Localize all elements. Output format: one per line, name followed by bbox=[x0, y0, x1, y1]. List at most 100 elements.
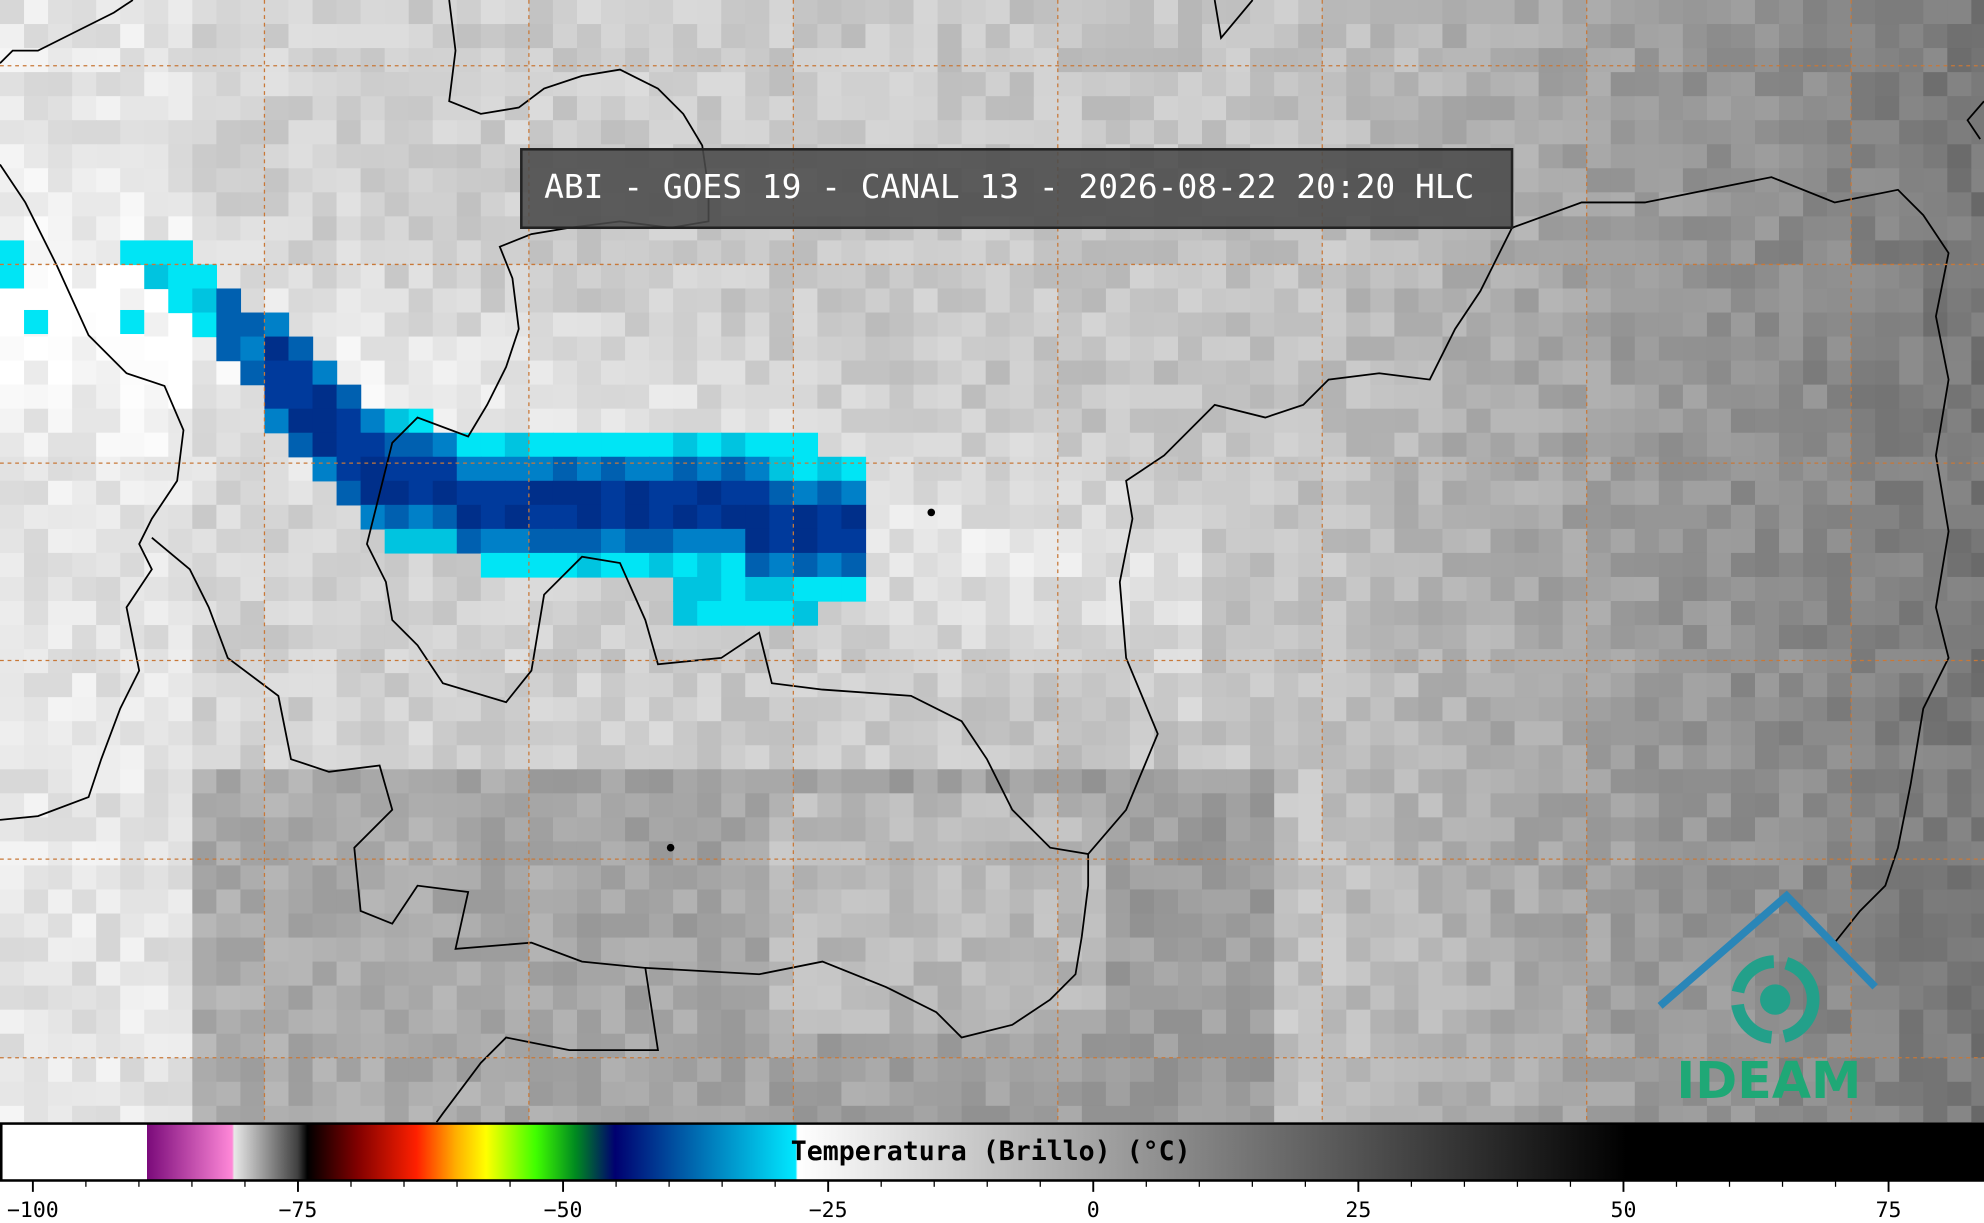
pixel bbox=[1538, 745, 1564, 770]
pixel bbox=[1129, 480, 1155, 506]
pixel bbox=[913, 480, 939, 506]
pixel bbox=[432, 913, 458, 939]
pixel bbox=[192, 168, 217, 193]
pixel bbox=[288, 168, 314, 193]
pixel bbox=[889, 312, 915, 338]
pixel bbox=[1298, 889, 1323, 915]
pixel bbox=[24, 144, 49, 169]
pixel bbox=[1538, 72, 1564, 97]
pixel bbox=[1947, 1105, 1972, 1123]
pixel bbox=[793, 360, 819, 386]
pixel bbox=[1226, 0, 1251, 25]
pixel bbox=[528, 889, 554, 915]
pixel bbox=[697, 817, 722, 843]
pixel bbox=[649, 673, 674, 698]
pixel bbox=[72, 336, 97, 362]
pixel bbox=[1658, 721, 1684, 746]
pixel bbox=[721, 0, 746, 25]
pixel bbox=[1250, 240, 1275, 266]
cloud-pixel bbox=[625, 552, 650, 578]
pixel bbox=[913, 432, 939, 458]
cloud-pixel bbox=[384, 456, 410, 482]
cloud-pixel bbox=[336, 432, 362, 458]
pixel bbox=[312, 480, 338, 506]
pixel bbox=[1033, 504, 1059, 530]
cloud-pixel bbox=[432, 432, 458, 458]
pixel bbox=[1803, 264, 1828, 290]
cloud-pixel bbox=[576, 432, 602, 458]
pixel bbox=[288, 216, 314, 242]
pixel bbox=[456, 1105, 482, 1123]
pixel bbox=[408, 48, 434, 73]
pixel bbox=[576, 600, 602, 626]
pixel bbox=[913, 913, 939, 939]
pixel bbox=[456, 600, 482, 626]
pixel bbox=[72, 504, 97, 530]
pixel bbox=[985, 961, 1011, 987]
cloud-pixel bbox=[312, 408, 338, 434]
pixel bbox=[576, 264, 602, 290]
pixel bbox=[961, 456, 987, 482]
pixel bbox=[1153, 625, 1179, 650]
pixel bbox=[1562, 216, 1588, 242]
pixel bbox=[1226, 625, 1251, 650]
pixel bbox=[144, 600, 169, 626]
pixel bbox=[1754, 649, 1780, 674]
pixel bbox=[528, 360, 554, 386]
pixel bbox=[889, 384, 915, 410]
pixel bbox=[168, 1009, 193, 1035]
pixel bbox=[937, 264, 963, 290]
pixel bbox=[1250, 625, 1275, 650]
pixel bbox=[1947, 192, 1972, 217]
pixel bbox=[697, 1081, 722, 1107]
pixel bbox=[913, 48, 939, 73]
pixel bbox=[1466, 336, 1492, 362]
pixel bbox=[408, 1033, 434, 1059]
pixel bbox=[1682, 312, 1708, 338]
pixel bbox=[1129, 865, 1155, 891]
pixel bbox=[1490, 600, 1516, 626]
pixel bbox=[937, 889, 963, 915]
pixel bbox=[1322, 552, 1347, 578]
pixel bbox=[865, 96, 891, 121]
pixel bbox=[649, 360, 674, 386]
pixel bbox=[48, 865, 73, 891]
pixel bbox=[168, 360, 193, 386]
pixel bbox=[0, 360, 25, 386]
pixel bbox=[1514, 168, 1540, 193]
pixel bbox=[1250, 961, 1275, 987]
pixel bbox=[697, 288, 722, 314]
pixel bbox=[625, 240, 650, 266]
pixel bbox=[48, 264, 73, 290]
pixel bbox=[1490, 576, 1516, 602]
pixel bbox=[1009, 0, 1035, 25]
cloud-pixel bbox=[240, 312, 266, 338]
pixel bbox=[1202, 913, 1227, 939]
pixel bbox=[96, 48, 121, 73]
pixel bbox=[312, 817, 338, 843]
pixel bbox=[288, 625, 314, 650]
pixel bbox=[1803, 673, 1828, 698]
pixel bbox=[552, 721, 578, 746]
pixel bbox=[817, 625, 843, 650]
pixel bbox=[384, 552, 410, 578]
pixel bbox=[1947, 432, 1972, 458]
pixel bbox=[1322, 697, 1347, 722]
pixel bbox=[673, 721, 698, 746]
pixel bbox=[1129, 360, 1155, 386]
pixel bbox=[1779, 288, 1804, 314]
pixel bbox=[1779, 456, 1804, 482]
pixel bbox=[1754, 408, 1780, 434]
pixel bbox=[480, 360, 506, 386]
pixel bbox=[1562, 817, 1588, 843]
pixel bbox=[384, 312, 410, 338]
pixel bbox=[1779, 528, 1804, 554]
pixel bbox=[1057, 312, 1083, 338]
pixel bbox=[48, 841, 73, 867]
pixel bbox=[721, 625, 746, 650]
pixel bbox=[168, 865, 193, 891]
pixel bbox=[240, 168, 266, 193]
pixel bbox=[1538, 408, 1564, 434]
pixel bbox=[216, 0, 242, 25]
pixel bbox=[1490, 649, 1516, 674]
